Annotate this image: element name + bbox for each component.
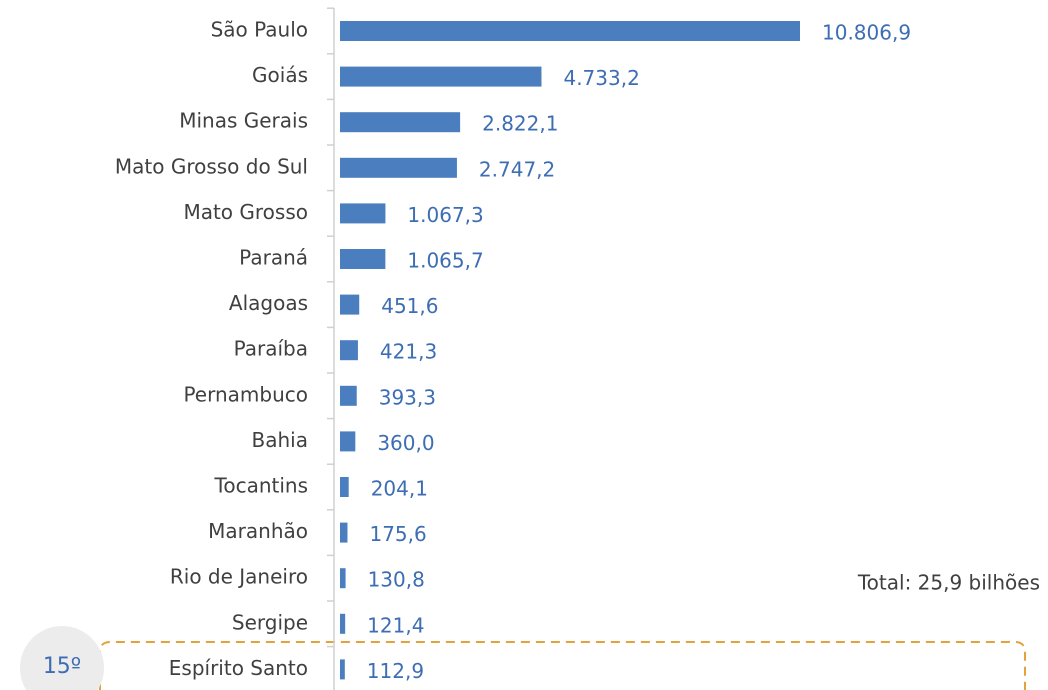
bar [340, 385, 357, 406]
rank-label: 15º [43, 654, 81, 679]
category-label: Mato Grosso do Sul [115, 154, 308, 178]
bar [340, 157, 457, 178]
value-label: 10.806,9 [822, 21, 911, 45]
category-label: Minas Gerais [179, 109, 308, 133]
value-label: 112,9 [367, 659, 424, 683]
bar [340, 568, 346, 589]
value-label: 4.733,2 [563, 66, 639, 90]
category-label: Paraná [239, 246, 308, 270]
category-label: Mato Grosso [183, 200, 308, 224]
category-label: São Paulo [211, 18, 308, 42]
value-label: 393,3 [379, 385, 436, 409]
value-label: 2.822,1 [482, 112, 558, 136]
bar [340, 613, 346, 634]
rank-badge [20, 626, 104, 690]
value-label: 1.067,3 [407, 203, 483, 227]
bar [340, 522, 348, 543]
bar [340, 294, 360, 315]
value-label: 2.747,2 [479, 157, 555, 181]
category-label: Rio de Janeiro [170, 565, 308, 589]
bar [340, 249, 386, 269]
value-label: 421,3 [380, 340, 437, 364]
category-label: Paraíba [234, 337, 308, 361]
value-label: 130,8 [368, 568, 425, 592]
bar [340, 112, 461, 133]
value-label: 121,4 [367, 613, 424, 637]
bar [340, 477, 349, 497]
category-label: Sergipe [232, 610, 308, 634]
bar [340, 431, 356, 452]
category-label: Goiás [252, 63, 308, 87]
value-label: 175,6 [369, 522, 426, 546]
value-label: 204,1 [371, 477, 428, 501]
bar [340, 21, 800, 41]
total-annotation: Total: 25,9 bilhões [857, 571, 1040, 595]
category-label: Bahia [252, 428, 308, 452]
category-label: Alagoas [229, 291, 308, 315]
value-label: 1.065,7 [407, 249, 483, 273]
value-label: 451,6 [381, 294, 438, 318]
category-label: Tocantins [214, 474, 308, 498]
category-label: Pernambuco [183, 382, 308, 406]
value-label: 360,0 [377, 431, 434, 455]
bar [340, 66, 542, 87]
bar [340, 340, 358, 361]
category-label: Espírito Santo [169, 656, 308, 680]
bar [340, 659, 345, 680]
category-label: Maranhão [208, 519, 308, 543]
bar [340, 203, 386, 224]
